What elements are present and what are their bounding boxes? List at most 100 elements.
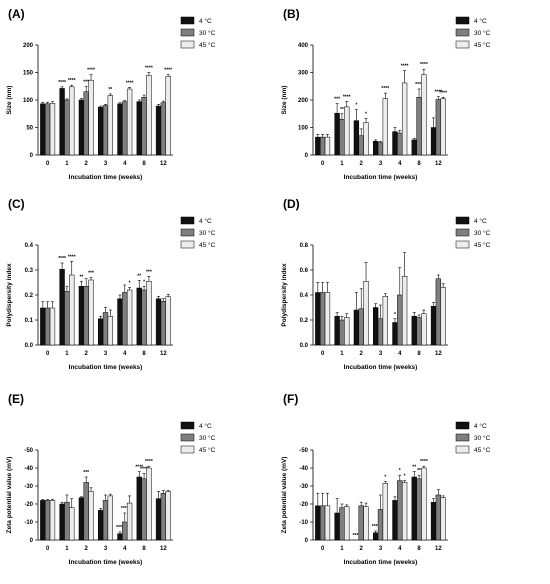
y-axis-title: Polydispersity index [281, 263, 288, 327]
bar [373, 532, 379, 541]
legend-swatch [455, 240, 470, 249]
y-tick-label: 0.0 [25, 343, 34, 349]
bar [315, 505, 321, 541]
bar [319, 136, 326, 156]
y-tick-label: -50 [24, 448, 33, 454]
chart-panel-6: (F) Zeta potential value (mV) 0 -10 -20 -30 -4… [281, 392, 491, 566]
x-tick-label: 12 [435, 351, 442, 357]
bar [430, 127, 437, 156]
bar [126, 502, 133, 541]
significance-mark: **** [420, 459, 428, 465]
y-tick-label: 0 [305, 153, 309, 159]
x-tick-label: 8 [417, 161, 421, 167]
bar [401, 82, 408, 156]
bar [122, 101, 128, 156]
x-tick-label: 3 [379, 546, 383, 552]
bar [363, 122, 369, 156]
y-tick-label: -40 [299, 466, 308, 472]
chart-panel-5: (E) Zeta potential value (mV) 0 -10 -20 -30 -4… [6, 392, 216, 566]
bar [353, 120, 360, 156]
bar [64, 501, 70, 541]
bar [324, 505, 331, 541]
x-tick-label: 8 [142, 351, 146, 357]
legend-entry: 30 °C [474, 29, 491, 37]
bar [392, 322, 398, 346]
x-axis-title: Incubation time (weeks) [69, 364, 143, 371]
legend-entry: 30 °C [199, 229, 216, 237]
legend-swatch [180, 445, 195, 454]
bar [416, 478, 422, 541]
y-tick-label: 200 [298, 98, 309, 104]
bar [421, 467, 427, 541]
y-tick-label: -20 [299, 502, 308, 508]
bar [83, 91, 89, 156]
bar [339, 119, 345, 156]
panel-label: (F) [283, 392, 298, 406]
significance-mark: **** [87, 68, 95, 74]
bar [440, 497, 446, 541]
y-tick-label: 0.6 [300, 268, 309, 274]
y-tick-label: -10 [24, 520, 33, 526]
x-tick-label: 12 [160, 546, 167, 552]
significance-mark: ** [137, 274, 141, 280]
y-tick-label: 0.8 [300, 243, 309, 249]
legend-swatch [455, 216, 470, 225]
x-tick-label: 3 [104, 546, 108, 552]
bar [88, 491, 94, 541]
x-axis-title: Incubation time (weeks) [344, 174, 418, 181]
x-tick-label: 12 [435, 161, 442, 167]
x-tick-label: 4 [123, 351, 127, 357]
bar [334, 512, 340, 541]
x-tick-label: 2 [85, 546, 89, 552]
y-axis-title: Polydispersity index [6, 263, 13, 327]
bar [88, 279, 94, 346]
bar [59, 269, 65, 346]
bar [363, 281, 369, 346]
panel-label: (D) [283, 197, 300, 211]
bar [430, 306, 437, 346]
legend-entry: 45 °C [474, 41, 491, 49]
bar [416, 317, 422, 346]
bar [319, 292, 326, 346]
y-tick-label: 0.2 [25, 293, 34, 299]
bar [165, 296, 171, 346]
legend-entry: 4 °C [474, 217, 487, 225]
y-axis-title: Size (nm) [6, 86, 13, 115]
bar [40, 307, 46, 346]
significance-mark: **** [372, 524, 380, 530]
x-tick-label: 3 [379, 161, 383, 167]
bar [141, 289, 147, 346]
bar [117, 298, 123, 346]
bar [358, 308, 364, 346]
bar [126, 289, 133, 346]
bar [377, 318, 384, 346]
bar [435, 99, 442, 156]
y-tick-label: 0 [30, 153, 34, 159]
bar [146, 75, 152, 156]
bar [397, 480, 403, 541]
bar [155, 498, 162, 541]
legend-entry: 4 °C [199, 217, 212, 225]
significance-mark: * [129, 281, 131, 287]
significance-mark: **** [58, 80, 66, 86]
bar [155, 105, 162, 156]
bar [117, 533, 123, 541]
x-tick-label: 12 [435, 546, 442, 552]
bar [69, 86, 75, 156]
x-axis-title: Incubation time (weeks) [69, 174, 143, 181]
bar [69, 507, 75, 541]
y-tick-label: 300 [298, 71, 309, 77]
legend-swatch [180, 433, 195, 442]
y-axis-title: Size (nm) [281, 86, 288, 115]
bar [435, 494, 442, 541]
bar [339, 507, 345, 541]
bar [83, 482, 89, 541]
bar [78, 99, 85, 156]
x-tick-label: 4 [398, 546, 402, 552]
y-tick-label: -20 [24, 502, 33, 508]
x-tick-label: 8 [417, 351, 421, 357]
bar [377, 142, 384, 156]
y-tick-label: -30 [24, 484, 33, 490]
